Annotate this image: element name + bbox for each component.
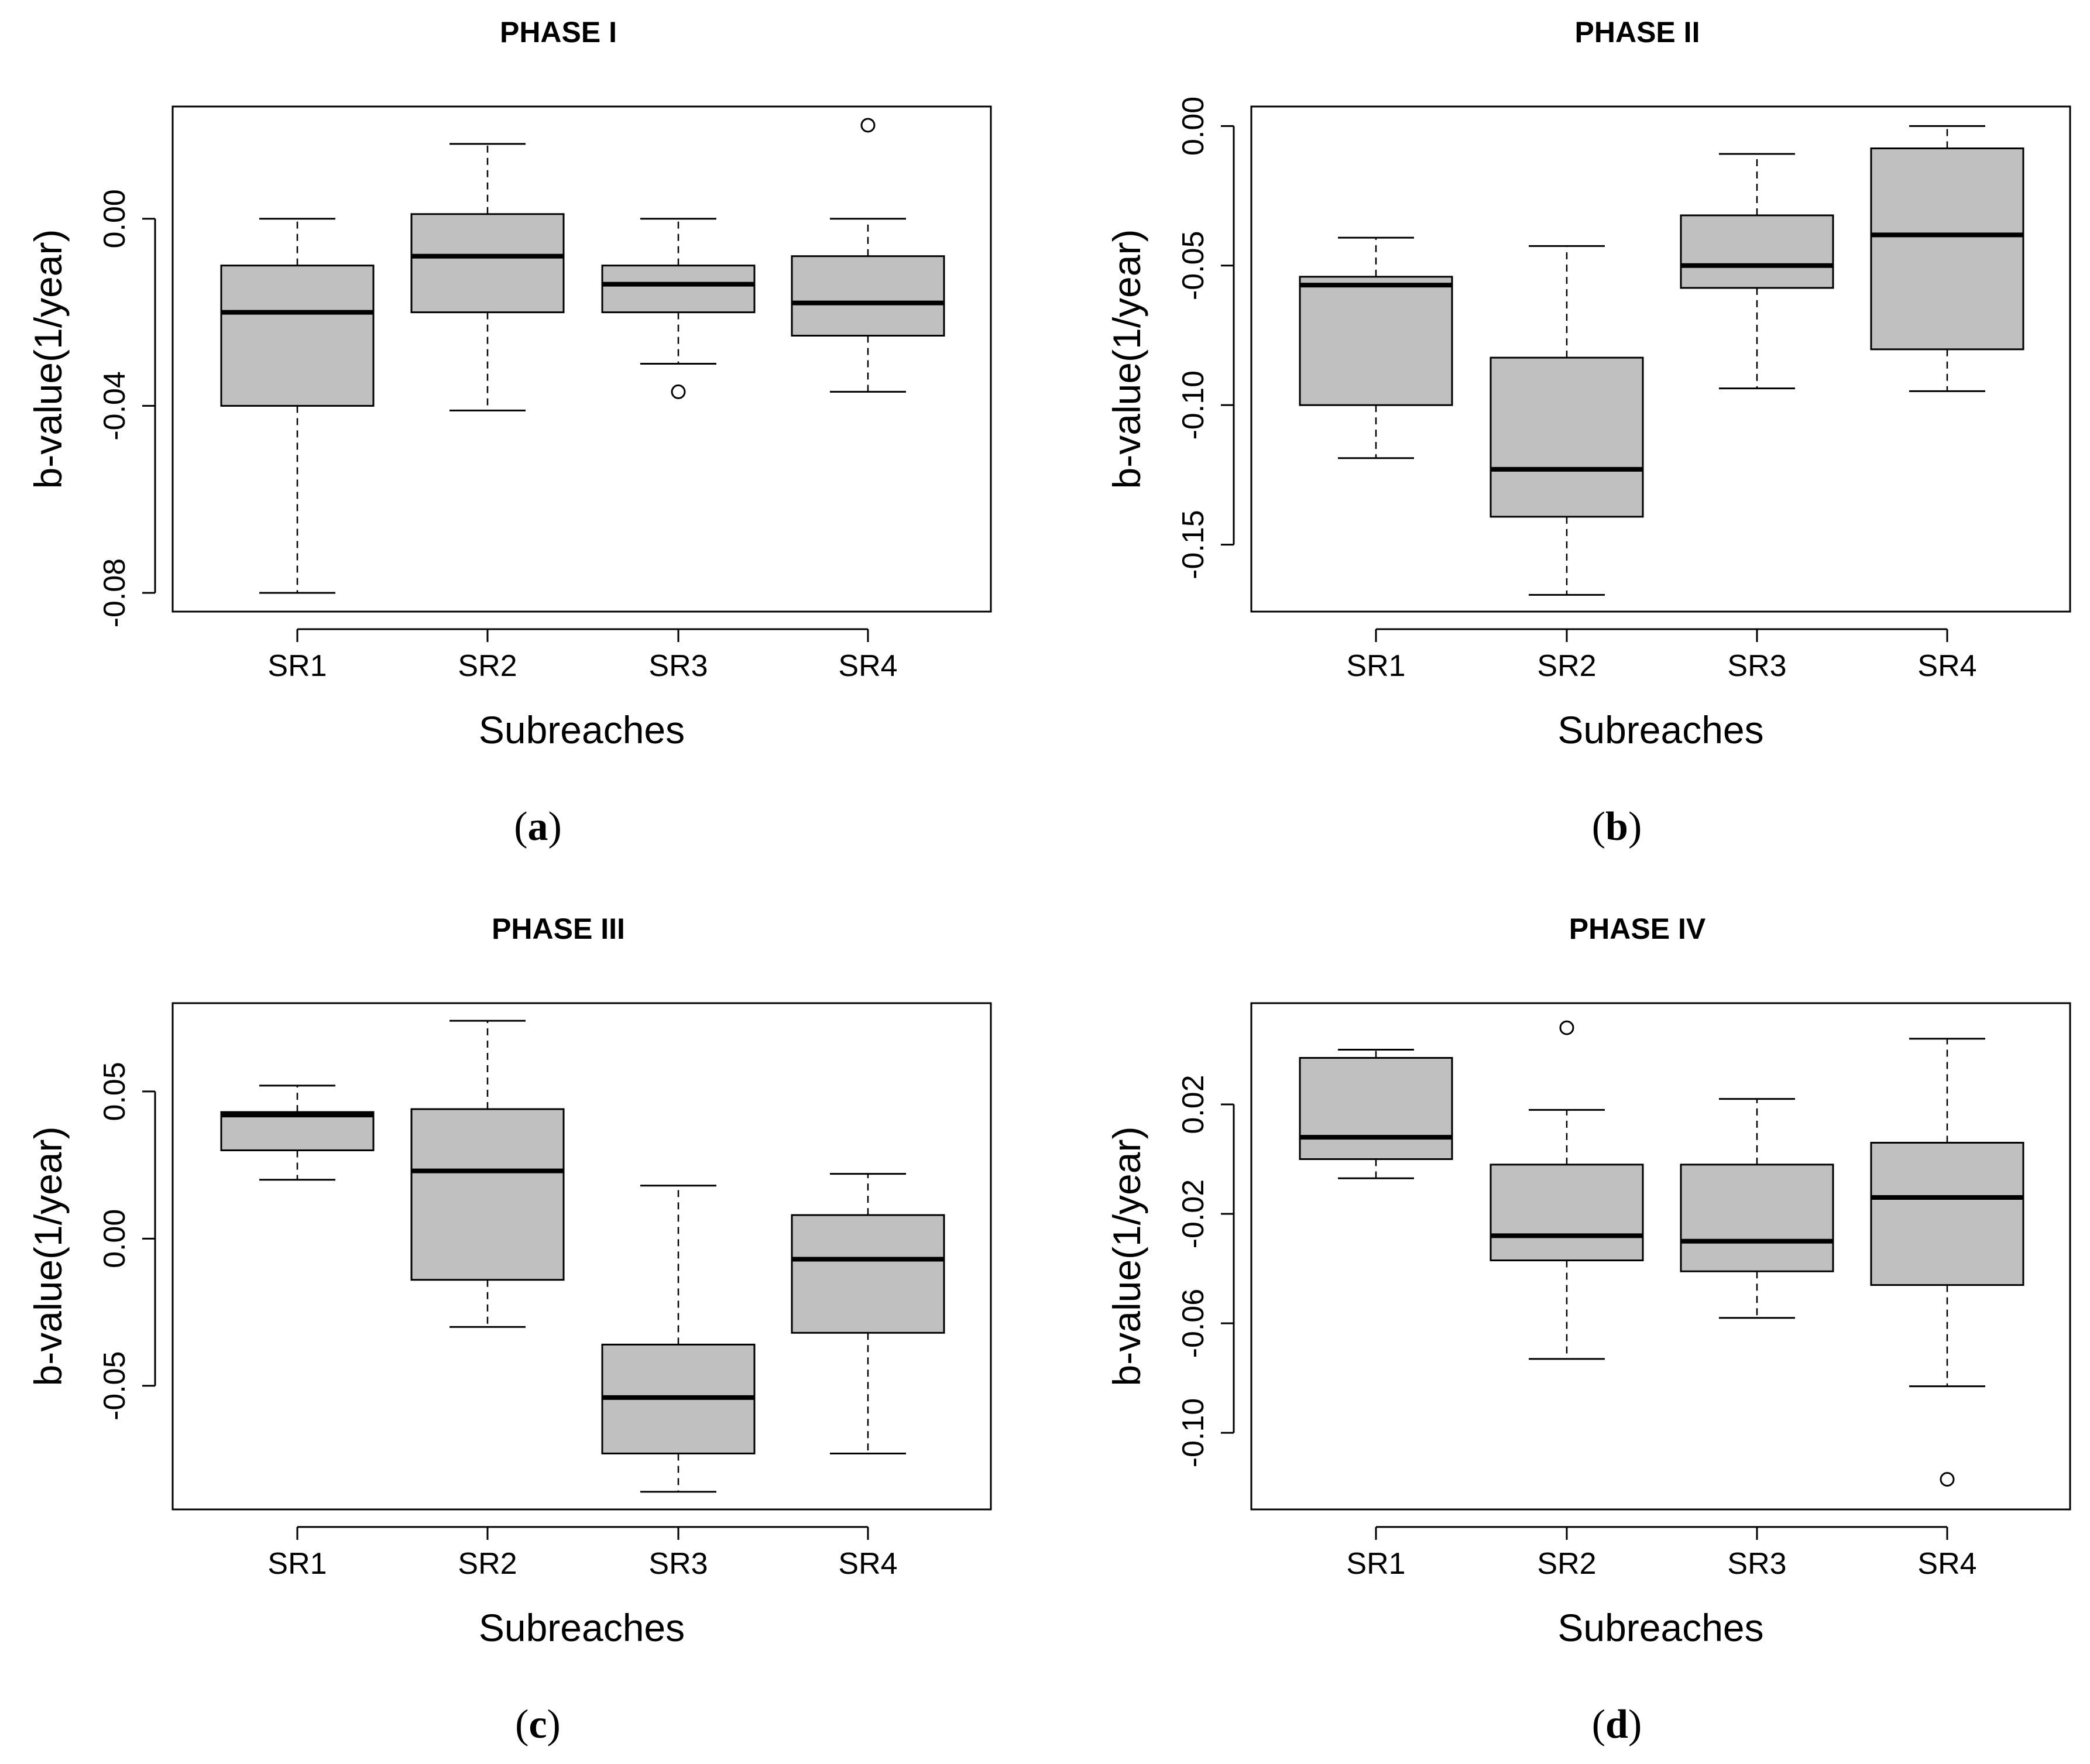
x-tick-label: SR2: [458, 1547, 517, 1581]
box-sr1: [220, 1085, 375, 1181]
box-sr3: [1680, 1098, 1834, 1319]
iqr-box: [1490, 1164, 1644, 1262]
box-sr3: [1680, 153, 1834, 390]
panel-caption: (d): [1592, 1702, 1642, 1747]
x-tick-label: SR1: [1346, 649, 1405, 683]
iqr-box: [1870, 147, 2024, 351]
chart-panel-b: PHASE II -0.15 -0.10 -0.05 0.00 b-value(1/yea…: [1105, 16, 2071, 849]
box-sr1: [220, 218, 375, 594]
iqr-box: [220, 1111, 375, 1151]
x-tick-label: SR3: [1727, 649, 1786, 683]
x-tick-label: SR3: [1727, 1547, 1786, 1581]
iqr-box: [1680, 214, 1834, 289]
chart-title: PHASE IV: [1569, 912, 1706, 945]
iqr-box: [791, 1214, 945, 1334]
iqr-box: [791, 255, 945, 337]
x-tick-label: SR2: [458, 649, 517, 683]
box-sr4: [1870, 125, 2024, 392]
chart-title: PHASE III: [492, 912, 625, 945]
y-tick-label: 0.05: [98, 1062, 132, 1121]
x-tick-label: SR1: [267, 1547, 327, 1581]
box-sr2: [410, 143, 565, 411]
box-sr3: [601, 218, 756, 399]
plot-frame: [1250, 1002, 2071, 1511]
box-sr4: [791, 118, 945, 393]
outlier-point: [860, 118, 876, 133]
plot-frame: [1250, 105, 2071, 613]
outlier-point: [1940, 1472, 1955, 1487]
x-tick-label: SR4: [1917, 649, 1976, 683]
y-tick-label: -0.10: [1176, 370, 1210, 440]
x-axis-label: Subreaches: [479, 708, 685, 751]
iqr-box: [1680, 1164, 1834, 1272]
y-axis-label: b-value(1/year): [1105, 229, 1148, 489]
x-tick-label: SR3: [648, 649, 708, 683]
y-tick-label: -0.05: [1176, 231, 1210, 301]
y-tick-label: -0.10: [1176, 1398, 1210, 1468]
y-axis-label: b-value(1/year): [26, 229, 70, 489]
iqr-box: [410, 1108, 565, 1281]
box-sr1: [1299, 236, 1453, 459]
plot-frame: [171, 1002, 992, 1511]
y-tick-label: 0.00: [1176, 97, 1210, 156]
x-tick-label: SR1: [267, 649, 327, 683]
box-sr4: [1870, 1038, 2024, 1487]
plot-frame: [171, 105, 992, 613]
y-axis-label: b-value(1/year): [1105, 1127, 1148, 1387]
x-tick-label: SR3: [648, 1547, 708, 1581]
chart-title: PHASE II: [1575, 16, 1700, 49]
panel-caption: (b): [1592, 804, 1642, 849]
y-tick-label: -0.05: [98, 1351, 132, 1421]
x-tick-label: SR4: [838, 649, 897, 683]
x-tick-label: SR2: [1537, 1547, 1596, 1581]
outlier-point: [671, 384, 686, 399]
chart-panel-c: PHASE III -0.05 0.00 0.05 b-value(1/year) SR1…: [26, 912, 992, 1747]
chart-title: PHASE I: [500, 16, 617, 49]
box-sr3: [601, 1185, 756, 1493]
x-axis-label: Subreaches: [1557, 708, 1763, 751]
iqr-box: [1299, 1057, 1453, 1161]
x-tick-label: SR4: [838, 1547, 897, 1581]
y-tick-label: 0.02: [1176, 1075, 1210, 1134]
x-tick-label: SR2: [1537, 649, 1596, 683]
iqr-box: [220, 265, 375, 407]
box-sr2: [1490, 1020, 1644, 1360]
iqr-box: [1299, 276, 1453, 406]
iqr-box: [410, 213, 565, 314]
y-tick-label: 0.00: [98, 1209, 132, 1268]
iqr-box: [1490, 356, 1644, 518]
box-sr2: [410, 1020, 565, 1328]
panel-caption: (a): [514, 804, 562, 849]
box-sr2: [1490, 245, 1644, 596]
y-axis-label: b-value(1/year): [26, 1127, 70, 1387]
y-tick-label: -0.06: [1176, 1289, 1210, 1358]
box-sr4: [791, 1173, 945, 1454]
y-tick-label: -0.02: [1176, 1179, 1210, 1249]
panel-caption: (c): [515, 1702, 561, 1747]
y-tick-label: -0.04: [98, 371, 132, 441]
iqr-box: [1870, 1141, 2024, 1286]
x-tick-label: SR4: [1917, 1547, 1976, 1581]
y-tick-label: -0.08: [98, 558, 132, 628]
chart-panel-d: PHASE IV -0.10 -0.06 -0.02 0.02 b-value(1/yea…: [1105, 912, 2071, 1747]
x-tick-label: SR1: [1346, 1547, 1405, 1581]
iqr-box: [601, 265, 756, 314]
chart-panel-a: PHASE I -0.08 -0.04 0.00 b-value(1/year) SR1 S…: [26, 16, 992, 849]
y-tick-label: 0.00: [98, 189, 132, 248]
x-axis-label: Subreaches: [479, 1606, 685, 1649]
y-tick-label: -0.15: [1176, 510, 1210, 579]
x-axis-label: Subreaches: [1557, 1606, 1763, 1649]
box-sr1: [1299, 1048, 1453, 1179]
outlier-point: [1559, 1020, 1574, 1035]
